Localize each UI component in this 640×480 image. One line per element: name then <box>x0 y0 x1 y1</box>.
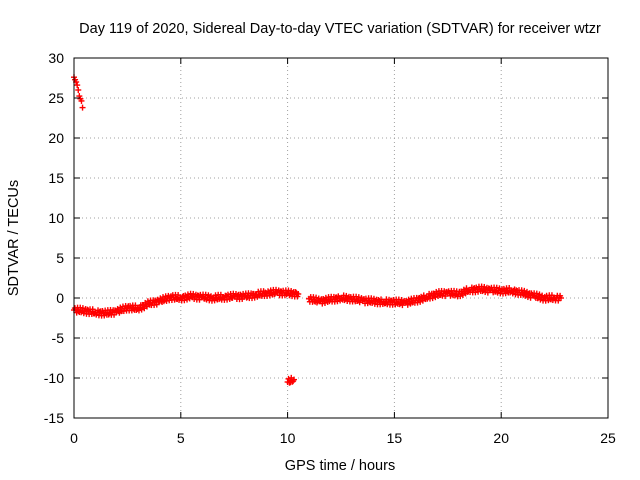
y-tick-label: -15 <box>44 410 64 426</box>
x-tick-label: 20 <box>493 430 509 446</box>
x-tick-label: 10 <box>280 430 296 446</box>
grid <box>74 58 608 418</box>
x-tick-label: 25 <box>600 430 616 446</box>
data-point <box>75 87 82 93</box>
x-axis-label: GPS time / hours <box>285 458 395 474</box>
y-tick-label: -10 <box>44 370 64 386</box>
y-tick-label: 15 <box>48 170 64 186</box>
data-point <box>78 97 85 104</box>
y-tick-label: 10 <box>48 210 64 226</box>
y-tick-label: 30 <box>48 50 64 66</box>
y-tick-label: 0 <box>56 290 64 306</box>
y-tick-label: 5 <box>56 250 64 266</box>
y-tick-label: 20 <box>48 130 64 146</box>
data-point <box>291 376 298 383</box>
y-tick-label: -5 <box>52 330 65 346</box>
chart-title: Day 119 of 2020, Sidereal Day-to-day VTE… <box>79 21 601 37</box>
data-point <box>89 306 96 313</box>
data-point <box>558 295 565 301</box>
data-point <box>153 301 160 308</box>
x-tick-label: 15 <box>387 430 403 446</box>
x-tick-label: 5 <box>177 430 185 446</box>
y-tick-label: 25 <box>48 90 64 106</box>
data-point <box>285 375 292 382</box>
y-axis: 30 25 20 15 10 5 0 -5 -10 -15 <box>44 50 608 426</box>
data-point <box>74 82 81 89</box>
data-points <box>71 74 565 386</box>
x-tick-label: 0 <box>70 430 78 446</box>
plot-frame <box>73 57 609 419</box>
x-axis: 0 5 10 15 20 25 <box>70 58 616 446</box>
data-point <box>111 311 118 318</box>
data-point <box>295 291 302 297</box>
y-axis-label: SDTVAR / TECUs <box>6 180 22 296</box>
data-point <box>79 104 86 111</box>
